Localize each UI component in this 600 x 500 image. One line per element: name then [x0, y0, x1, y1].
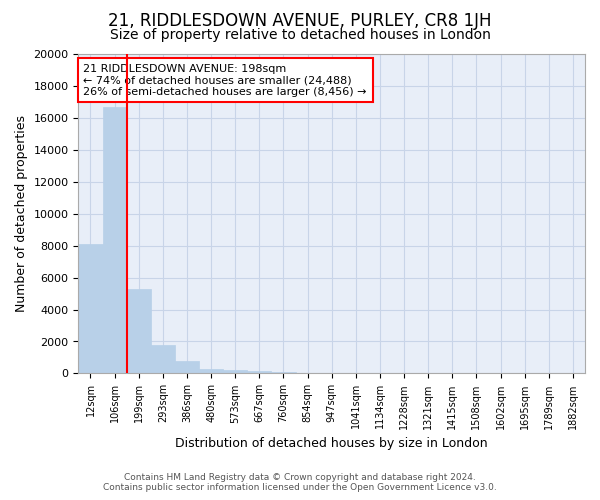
Bar — [247, 370, 271, 374]
Bar — [103, 106, 127, 374]
Bar — [199, 368, 223, 374]
Text: 21 RIDDLESDOWN AVENUE: 198sqm
← 74% of detached houses are smaller (24,488)
26% : 21 RIDDLESDOWN AVENUE: 198sqm ← 74% of d… — [83, 64, 367, 97]
X-axis label: Distribution of detached houses by size in London: Distribution of detached houses by size … — [175, 437, 488, 450]
Y-axis label: Number of detached properties: Number of detached properties — [15, 115, 28, 312]
Bar — [223, 370, 247, 374]
Text: Contains HM Land Registry data © Crown copyright and database right 2024.
Contai: Contains HM Land Registry data © Crown c… — [103, 473, 497, 492]
Bar — [271, 372, 296, 374]
Bar — [79, 244, 103, 374]
Text: Size of property relative to detached houses in London: Size of property relative to detached ho… — [110, 28, 490, 42]
Bar — [127, 289, 151, 374]
Bar — [151, 344, 175, 374]
Text: 21, RIDDLESDOWN AVENUE, PURLEY, CR8 1JH: 21, RIDDLESDOWN AVENUE, PURLEY, CR8 1JH — [108, 12, 492, 30]
Bar — [175, 362, 199, 374]
